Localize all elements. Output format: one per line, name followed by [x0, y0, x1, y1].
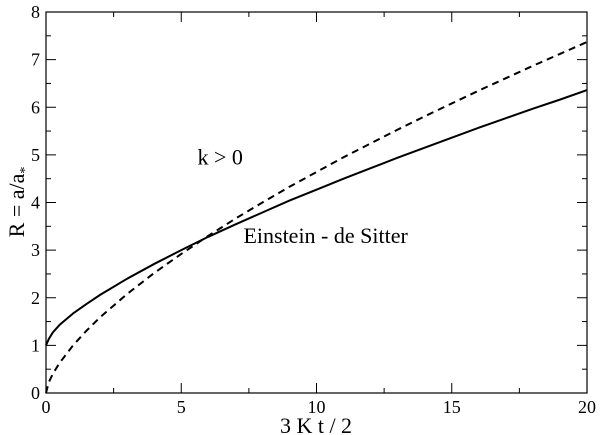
y-tick-label: 3: [31, 240, 40, 260]
y-axis-title: R = a/a: [4, 173, 29, 237]
series-line-einstein-de-sitter: [45, 41, 588, 394]
x-axis-title: 3 K t / 2: [280, 413, 352, 435]
x-tick-label: 15: [443, 397, 461, 417]
y-axis-subscript: *: [18, 167, 33, 174]
annotation-k-positive: k > 0: [197, 144, 242, 169]
x-tick-label: 5: [177, 397, 186, 417]
annotation-einstein-de-sitter: Einstein - de Sitter: [243, 223, 408, 248]
y-tick-label: 8: [31, 2, 40, 22]
y-tick-label: 6: [31, 97, 40, 117]
y-tick-label: 4: [31, 193, 40, 213]
x-tick-label: 10: [308, 397, 326, 417]
tick-labels: 0 5 10 15 20 0 1 2 3 4 5 6 7 8: [31, 2, 596, 417]
series-line-k-positive: [45, 89, 588, 346]
y-tick-label: 5: [31, 145, 40, 165]
y-tick-label: 7: [31, 50, 40, 70]
svg-text:R = a/a*: R = a/a*: [4, 167, 33, 238]
plot-frame: [45, 11, 588, 394]
ticks: [45, 11, 588, 394]
y-tick-label: 1: [31, 335, 40, 355]
y-tick-label: 0: [31, 383, 40, 403]
x-tick-label: 0: [42, 397, 51, 417]
series-lines: [45, 41, 588, 394]
y-axis-title-group: R = a/a*: [4, 167, 33, 238]
y-tick-label: 2: [31, 288, 40, 308]
x-tick-label: 20: [578, 397, 596, 417]
